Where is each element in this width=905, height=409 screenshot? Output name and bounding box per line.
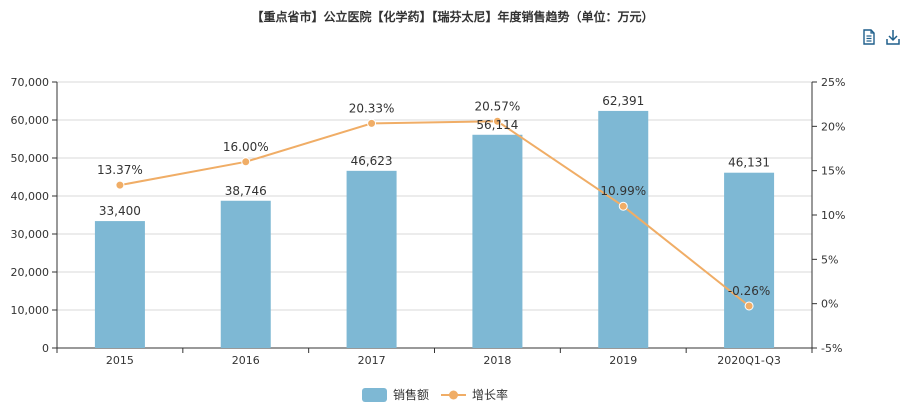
bar-value-label: 56,114 <box>476 118 518 132</box>
x-tick-label: 2018 <box>483 354 511 367</box>
line-value-label: 16.00% <box>223 140 269 154</box>
line-point <box>367 118 377 128</box>
y-left-tick-label: 30,000 <box>11 228 50 241</box>
line-point <box>618 201 628 211</box>
line-point <box>492 116 502 126</box>
y-right-tick-label: 20% <box>821 120 845 133</box>
data-view-icon[interactable] <box>860 28 878 46</box>
y-left-tick-label: 20,000 <box>11 266 50 279</box>
legend-bar-label: 销售额 <box>393 387 429 402</box>
line-value-label: 13.37% <box>97 163 143 177</box>
legend-bar-swatch <box>362 388 387 402</box>
line-value-label: 10.99% <box>600 184 646 198</box>
y-left-tick-label: 50,000 <box>11 152 50 165</box>
line-point <box>744 301 754 311</box>
bar <box>724 172 775 348</box>
y-left-tick-label: 40,000 <box>11 190 50 203</box>
bar <box>598 110 649 348</box>
bar-value-label: 62,391 <box>602 94 644 108</box>
bar <box>346 170 397 348</box>
save-image-icon[interactable] <box>884 28 902 46</box>
legend-line-marker <box>449 390 458 400</box>
line-point <box>241 157 251 167</box>
line-value-label: -0.26% <box>728 284 770 298</box>
y-right-tick-label: -5% <box>821 342 842 355</box>
bar <box>472 134 523 348</box>
bar-value-label: 33,400 <box>99 204 141 218</box>
line-point <box>115 180 125 190</box>
x-tick-label: 2017 <box>358 354 386 367</box>
bar <box>220 200 271 348</box>
x-tick-label: 2016 <box>232 354 260 367</box>
y-left-tick-label: 70,000 <box>11 76 50 89</box>
y-left-tick-label: 10,000 <box>11 304 50 317</box>
x-tick-label: 2019 <box>609 354 637 367</box>
bar-value-label: 46,131 <box>728 156 770 170</box>
y-right-tick-label: 15% <box>821 165 845 178</box>
bar <box>94 221 145 348</box>
line-value-label: 20.33% <box>349 101 395 115</box>
bar-value-label: 46,623 <box>351 154 393 168</box>
y-right-tick-label: 0% <box>821 298 838 311</box>
line-value-label: 20.57% <box>475 99 521 113</box>
y-right-tick-label: 10% <box>821 209 845 222</box>
growth-line <box>119 120 750 307</box>
y-left-tick-label: 0 <box>42 342 49 355</box>
y-right-tick-label: 25% <box>821 76 845 89</box>
y-right-tick-label: 5% <box>821 253 838 266</box>
bar-value-label: 38,746 <box>225 184 267 198</box>
chart-title: 【重点省市】公立医院【化学药】【瑞芬太尼】年度销售趋势（单位：万元） <box>251 10 654 24</box>
legend-line-label: 增长率 <box>472 387 508 402</box>
y-left-tick-label: 60,000 <box>11 114 50 127</box>
x-tick-label: 2015 <box>106 354 134 367</box>
x-tick-label: 2020Q1-Q3 <box>717 354 781 367</box>
